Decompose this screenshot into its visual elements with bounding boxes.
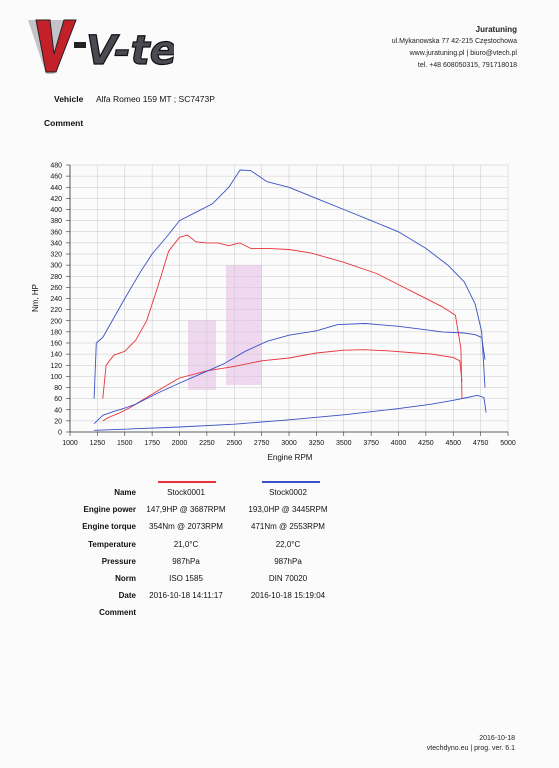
- x-tick-label: 4750: [473, 440, 489, 447]
- legend-line-stock0001: [158, 481, 216, 483]
- y-tick-label: 180: [50, 329, 62, 336]
- y-tick-label: 160: [50, 341, 62, 348]
- footer-date: 2016-10-18: [479, 735, 515, 742]
- series-stock0001-torque: [102, 234, 463, 399]
- y-tick-label: 460: [50, 174, 62, 181]
- y-tick-label: 440: [50, 185, 62, 192]
- x-tick-label: 4500: [445, 440, 461, 447]
- y-tick-label: 380: [50, 218, 62, 225]
- x-tick-label: 2250: [199, 440, 215, 447]
- x-tick-label: 3250: [309, 440, 325, 447]
- x-tick-label: 1250: [90, 440, 106, 447]
- vehicle-label: Vehicle: [54, 94, 84, 104]
- y-tick-label: 0: [58, 430, 62, 437]
- run2-pressure: 987hPa: [274, 557, 302, 566]
- y-tick-labels: 0 20 40 60 80 100 120 140 160 180 200 220 240 260 280 3…: [50, 163, 62, 437]
- company-name: Juratuning: [475, 25, 517, 34]
- company-phone: tel. +48 608050315, 791718018: [417, 62, 517, 69]
- run1-power: 147,9HP @ 3687RPM: [146, 505, 226, 514]
- y-tick-label: 340: [50, 240, 62, 247]
- dyno-chart: 1000 1250 1500 1750 2000 2250 2500 2750 3000 3250…: [31, 163, 516, 463]
- x-tick-label: 3750: [363, 440, 379, 447]
- x-tick-labels: 1000 1250 1500 1750 2000 2250 2500 2750 3000 3250…: [62, 440, 516, 447]
- label-pressure: Pressure: [101, 557, 136, 566]
- run1-temperature: 21,0°C: [173, 540, 199, 549]
- y-tick-label: 20: [54, 418, 62, 425]
- label-torque: Engine torque: [82, 522, 136, 531]
- label-norm: Norm: [115, 574, 136, 583]
- run1-norm: ISO 1585: [169, 574, 203, 583]
- x-tick-label: 2000: [172, 440, 188, 447]
- footer-version: vtechdyno.eu | prog. ver. 6.1: [426, 745, 515, 752]
- y-tick-label: 120: [50, 363, 62, 370]
- logo-wordmark: V-tech: [86, 28, 174, 74]
- y-tick-label: 300: [50, 263, 62, 270]
- label-date: Date: [118, 591, 136, 600]
- y-tick-label: 80: [54, 385, 62, 392]
- x-tick-label: 1500: [117, 440, 133, 447]
- x-tick-label: 5000: [500, 440, 516, 447]
- x-tick-label: 1750: [144, 440, 160, 447]
- y-tick-label: 400: [50, 207, 62, 214]
- label-power: Engine power: [83, 505, 136, 514]
- y-tick-label: 60: [54, 396, 62, 403]
- company-info: Juratuning ul.Mykanowska 77 42-215 Częst…: [392, 24, 517, 72]
- y-tick-label: 40: [54, 407, 62, 414]
- run1-pressure: 987hPa: [172, 557, 200, 566]
- run1-name: Stock0001: [167, 488, 205, 497]
- v-tech-logo: V-tech: [28, 19, 174, 75]
- label-comment: Comment: [99, 608, 136, 617]
- run2-torque: 471Nm @ 2553RPM: [251, 522, 325, 531]
- series-stock0002-power: [93, 323, 486, 425]
- label-name: Name: [114, 488, 136, 497]
- run2-temperature: 22,0°C: [275, 540, 301, 549]
- y-tick-label: 320: [50, 252, 62, 259]
- vehicle-value: Alfa Romeo 159 MT ; SC7473P: [96, 94, 215, 104]
- y-tick-label: 420: [50, 196, 62, 203]
- run2-norm: DIN 70020: [268, 574, 308, 583]
- x-tick-label: 2750: [254, 440, 270, 447]
- y-tick-label: 220: [50, 307, 62, 314]
- y-tick-label: 360: [50, 229, 62, 236]
- y-tick-label: 280: [50, 274, 62, 281]
- comment-label: Comment: [44, 118, 84, 128]
- y-tick-label: 240: [50, 296, 62, 303]
- series-stock0002-torque: [93, 169, 486, 399]
- run2-name: Stock0002: [269, 488, 307, 497]
- y-tick-label: 140: [50, 352, 62, 359]
- x-tick-label: 1000: [62, 440, 78, 447]
- x-axis-label: Engine RPM: [268, 453, 313, 462]
- x-tick-label: 4000: [391, 440, 407, 447]
- run2-date: 2016-10-18 15:19:04: [250, 591, 326, 600]
- y-tick-label: 200: [50, 318, 62, 325]
- y-tick-label: 100: [50, 374, 62, 381]
- x-tick-label: 4250: [418, 440, 434, 447]
- y-axis-label: Nm, HP: [31, 284, 40, 312]
- legend-line-stock0002: [262, 481, 320, 483]
- chart-grid: [69, 164, 509, 433]
- footer: 2016-10-18 vtechdyno.eu | prog. ver. 6.1: [427, 734, 515, 754]
- label-temperature: Temperature: [88, 540, 136, 549]
- company-address: ul.Mykanowska 77 42-215 Częstochowa: [391, 38, 517, 45]
- y-tick-label: 480: [50, 163, 62, 170]
- run2-power: 193,0HP @ 3445RPM: [248, 505, 328, 514]
- company-web: www.juratuning.pl | biuro@vtech.pl: [409, 50, 517, 57]
- x-tick-label: 3500: [336, 440, 352, 447]
- chart-axes: [66, 164, 509, 436]
- y-tick-label: 260: [50, 285, 62, 292]
- series-stock0002-loss: [94, 394, 487, 431]
- run1-date: 2016-10-18 14:11:17: [149, 591, 223, 600]
- juratuning-watermark: [188, 265, 262, 390]
- chart-series: [93, 169, 487, 431]
- x-tick-label: 2500: [226, 440, 242, 447]
- run1-torque: 354Nm @ 2073RPM: [149, 522, 223, 531]
- x-tick-label: 3000: [281, 440, 297, 447]
- series-stock0001-power: [102, 349, 463, 422]
